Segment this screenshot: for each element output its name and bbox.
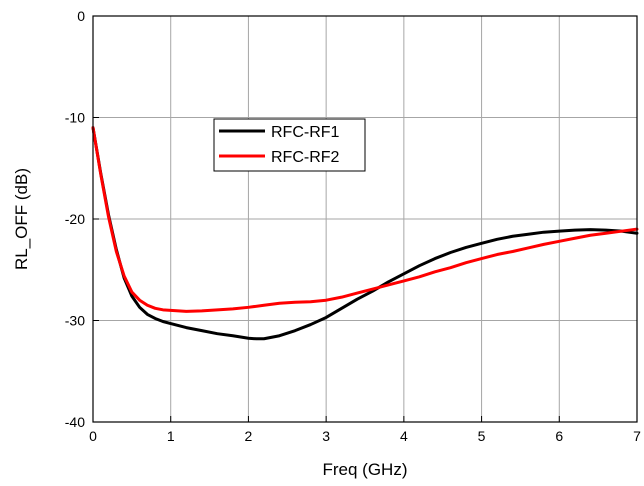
- legend-label-rfc-rf1: RFC-RF1: [271, 124, 340, 141]
- series-line-rfc-rf2: [91, 126, 639, 313]
- ticks: [92, 15, 638, 423]
- series-line-rfc-rf1: [91, 126, 639, 341]
- y-axis-title: RL_OFF (dB): [12, 168, 31, 270]
- y-tick-label: -10: [65, 110, 85, 126]
- y-tick-label: -40: [65, 414, 85, 430]
- x-tick-label: 6: [555, 428, 563, 444]
- legend-box: [213, 118, 366, 172]
- grid: [93, 16, 637, 422]
- x-tick-label: 7: [633, 428, 641, 444]
- series-layer: [91, 126, 639, 341]
- y-tick-label: 0: [77, 8, 85, 24]
- x-tick-label: 4: [400, 428, 408, 444]
- legend-label-rfc-rf2: RFC-RF2: [271, 149, 340, 166]
- x-tick-label: 1: [167, 428, 175, 444]
- y-tick-labels: -40 -30 -20 -10 0: [65, 8, 85, 430]
- x-tick-labels: 0 1 2 3 4 5 6 7: [89, 428, 641, 444]
- x-tick-label: 3: [322, 428, 330, 444]
- legend: RFC-RF1 RFC-RF2: [213, 118, 366, 172]
- x-tick-label: 2: [245, 428, 253, 444]
- x-tick-label: 0: [89, 428, 97, 444]
- y-tick-label: -20: [65, 211, 85, 227]
- x-axis-title: Freq (GHz): [323, 460, 408, 479]
- y-tick-label: -30: [65, 313, 85, 329]
- x-tick-label: 5: [478, 428, 486, 444]
